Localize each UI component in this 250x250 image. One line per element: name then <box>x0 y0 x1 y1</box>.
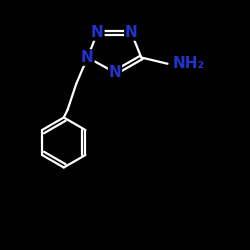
Text: N: N <box>91 25 104 40</box>
Text: N: N <box>108 65 122 80</box>
Text: N: N <box>125 25 138 40</box>
Text: NH₂: NH₂ <box>172 56 204 71</box>
Text: N: N <box>81 50 94 65</box>
